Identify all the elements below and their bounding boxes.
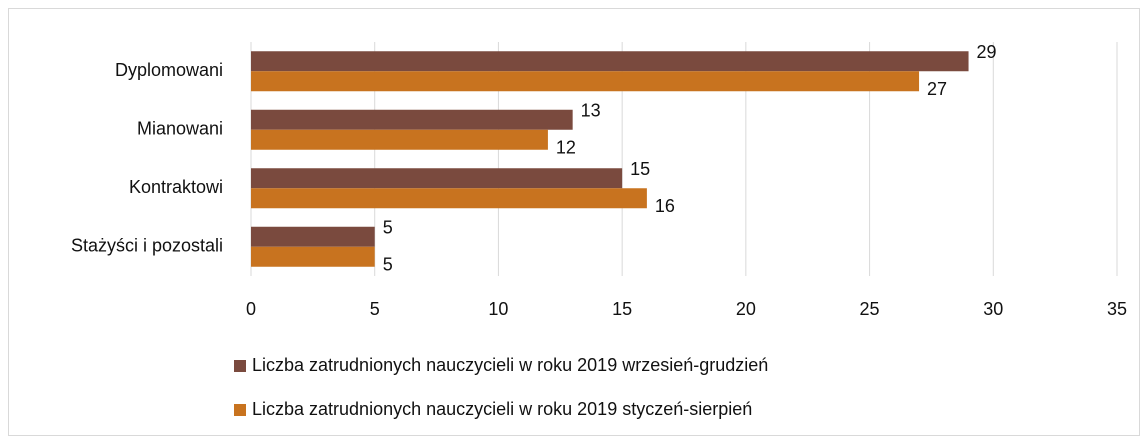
y-tick-label: Stażyści i pozostali — [71, 236, 223, 256]
bar — [251, 246, 375, 267]
data-label: 12 — [556, 138, 576, 158]
data-label: 29 — [977, 42, 997, 62]
x-tick-label: 5 — [370, 299, 380, 319]
x-tick-label: 20 — [736, 299, 756, 319]
legend-swatch — [234, 404, 246, 416]
data-label: 13 — [581, 101, 601, 121]
bar — [251, 109, 573, 130]
data-label: 5 — [383, 255, 393, 275]
x-tick-label: 15 — [612, 299, 632, 319]
x-tick-label: 30 — [983, 299, 1003, 319]
x-tick-label: 25 — [860, 299, 880, 319]
bar — [251, 51, 969, 72]
data-label: 5 — [383, 218, 393, 238]
x-tick-label: 35 — [1107, 299, 1127, 319]
legend-label: Liczba zatrudnionych nauczycieli w roku … — [252, 355, 768, 375]
data-label: 27 — [927, 79, 947, 99]
data-label: 15 — [630, 159, 650, 179]
y-tick-label: Kontraktowi — [129, 177, 223, 197]
bar — [251, 71, 920, 92]
x-tick-label: 10 — [488, 299, 508, 319]
bar — [251, 226, 375, 247]
y-tick-label: Dyplomowani — [115, 60, 223, 80]
bar — [251, 129, 548, 150]
legend-label: Liczba zatrudnionych nauczycieli w roku … — [252, 399, 752, 419]
data-label: 16 — [655, 196, 675, 216]
bar — [251, 168, 623, 189]
bar — [251, 188, 647, 209]
x-tick-label: 0 — [246, 299, 256, 319]
y-tick-label: Mianowani — [137, 119, 223, 139]
legend-swatch — [234, 360, 246, 372]
